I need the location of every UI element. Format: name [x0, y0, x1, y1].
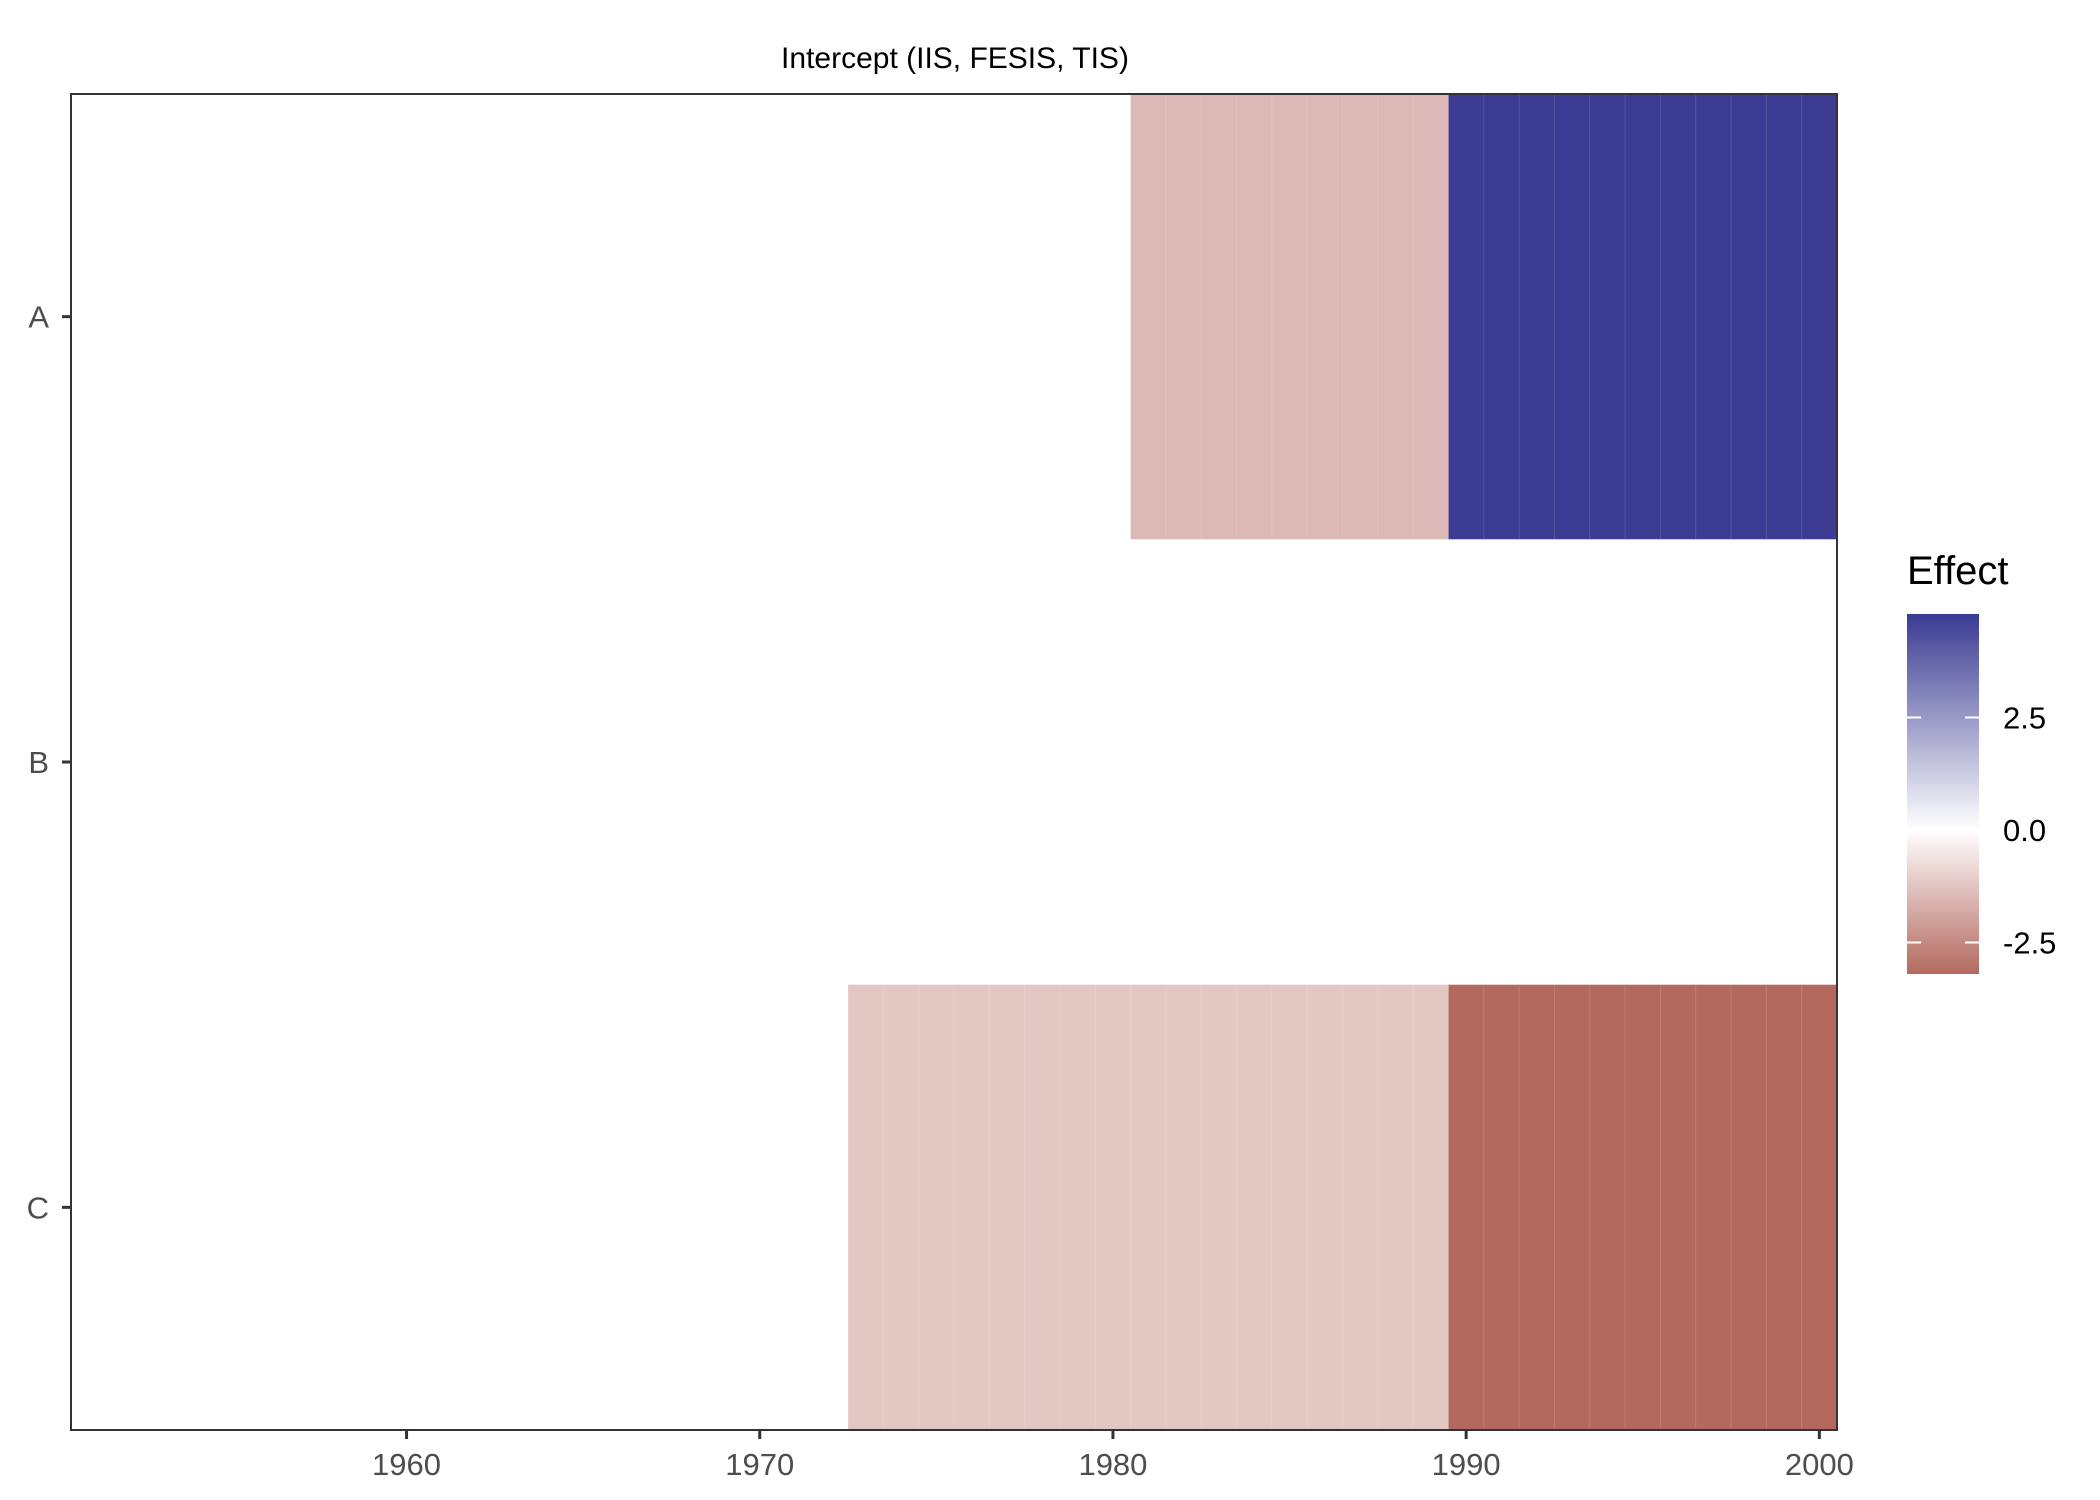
heatmap-cell	[1412, 93, 1450, 540]
heatmap-cell	[1200, 984, 1238, 1431]
heatmap-cell	[1589, 984, 1626, 1431]
heatmap-cell	[1659, 93, 1697, 540]
heatmap-cell	[1483, 984, 1521, 1431]
heatmap-cell	[882, 984, 920, 1431]
heatmap-cell	[1236, 93, 1273, 540]
x-tick-label: 2000	[1785, 1447, 1854, 1482]
heatmap-cell	[1377, 93, 1415, 540]
heatmap-cell	[1624, 93, 1662, 540]
chart-title: Intercept (IIS, FESIS, TIS)	[781, 42, 1129, 75]
heatmap-cell	[1024, 984, 1061, 1431]
legend-colorbar	[1907, 614, 1979, 974]
heatmap-cell	[1518, 984, 1556, 1431]
heatmap-cell	[1730, 93, 1768, 540]
heatmap-cell	[1624, 984, 1662, 1431]
heatmap-cell	[1165, 93, 1203, 540]
heatmap-cell	[1342, 984, 1379, 1431]
x-axis: 1960 1970 1980 1990 2000	[372, 1430, 1854, 1482]
heatmap-cell	[1271, 93, 1309, 540]
heatmap-cell	[1589, 93, 1626, 540]
heatmap-cell	[1200, 93, 1238, 540]
heatmap-cell	[1695, 984, 1732, 1431]
x-tick-label: 1960	[372, 1447, 441, 1482]
heatmap-cell	[1342, 93, 1379, 540]
heatmap-cell	[1094, 984, 1132, 1431]
heatmap-cell	[1801, 984, 1838, 1431]
heatmap-cell	[1130, 93, 1167, 540]
y-tick-label: B	[28, 745, 49, 780]
heatmap-cell	[953, 984, 991, 1431]
heatmap-cell	[1553, 93, 1591, 540]
heatmap-cell	[1518, 93, 1556, 540]
heatmap-cell	[1553, 984, 1591, 1431]
heatmap-cell	[1730, 984, 1768, 1431]
heatmap-cell	[1483, 93, 1521, 540]
heatmap-cell	[1271, 984, 1309, 1431]
heatmap-cell	[1801, 93, 1838, 540]
heatmap-cell	[1377, 984, 1415, 1431]
color-legend: Effect 2.5 0.0 -2.5	[1907, 549, 2056, 974]
y-tick-label: A	[28, 300, 49, 335]
heatmap-cell	[1059, 984, 1097, 1431]
heatmap-cell	[1412, 984, 1450, 1431]
heatmap-cell	[988, 984, 1026, 1431]
x-tick-label: 1980	[1078, 1447, 1147, 1482]
heatmap-cell	[1659, 984, 1697, 1431]
heatmap-cell	[1765, 93, 1803, 540]
heatmap-cell	[1165, 984, 1203, 1431]
legend-tick-label: 2.5	[2003, 701, 2046, 736]
heatmap-cell	[1306, 984, 1344, 1431]
heatmap-cell	[1695, 93, 1732, 540]
legend-tick-label: 0.0	[2003, 813, 2046, 848]
heatmap-cell	[1306, 93, 1344, 540]
heatmap-cell	[1765, 984, 1803, 1431]
legend-ticks: 2.5 0.0 -2.5	[1907, 701, 2056, 961]
heatmap-cell	[1236, 984, 1273, 1431]
legend-title: Effect	[1907, 549, 2009, 593]
y-tick-label: C	[27, 1190, 49, 1225]
heatmap-cell	[847, 984, 885, 1431]
x-tick-label: 1990	[1432, 1447, 1501, 1482]
heatmap-cell	[1447, 93, 1485, 540]
legend-tick-label: -2.5	[2003, 926, 2056, 961]
heatmap-cell	[1130, 984, 1167, 1431]
heatmap-cell	[918, 984, 955, 1431]
heatmap-tiles	[847, 93, 1838, 1431]
heatmap-cell	[1447, 984, 1485, 1431]
x-tick-label: 1970	[725, 1447, 794, 1482]
y-axis: A B C	[27, 300, 71, 1225]
